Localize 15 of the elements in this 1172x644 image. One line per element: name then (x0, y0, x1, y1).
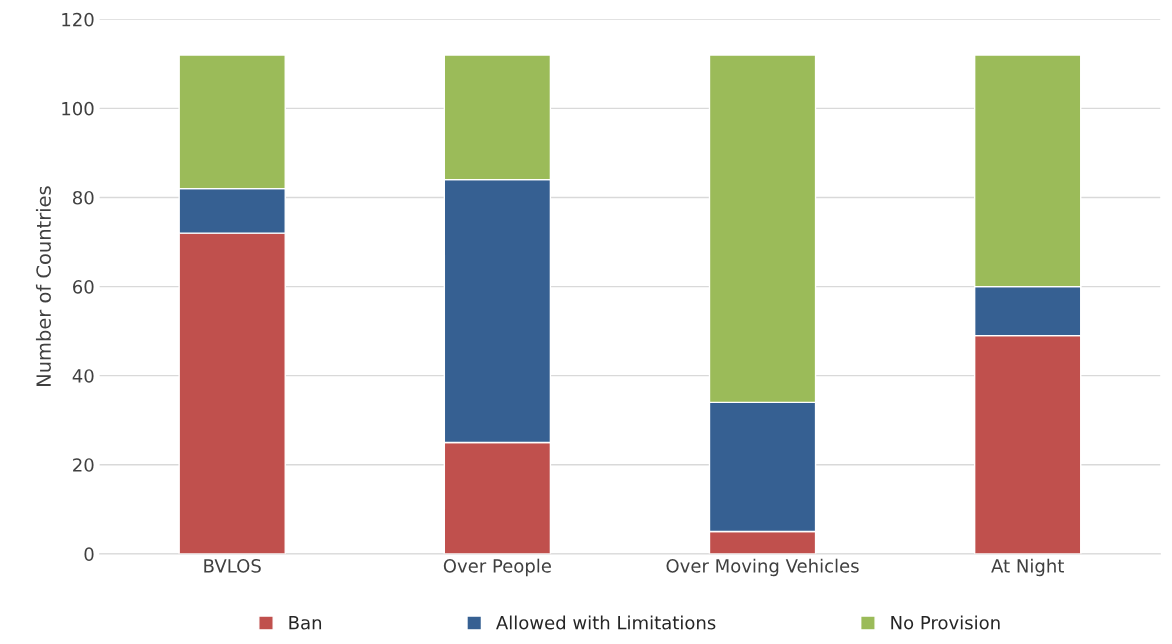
x-tick-label: BVLOS (204, 559, 261, 573)
legend-label: Ban (289, 616, 322, 630)
y-tick-label: 40 (72, 369, 94, 383)
y-tick-label: 100 (62, 101, 94, 116)
x-tick-label: Over People (443, 558, 551, 577)
y-tick-label: 60 (73, 280, 94, 294)
x-tick-label: At Night (991, 558, 1064, 577)
legend-label: Allowed with Limitations (496, 615, 716, 630)
y-tick-label: 20 (73, 458, 94, 472)
y-tick-label: 120 (62, 12, 94, 27)
x-tick-label: Over Moving Vehicles (666, 558, 859, 577)
y-axis-title: Number of Countries (35, 186, 51, 386)
y-tick-label: 0 (84, 547, 94, 561)
y-tick-label: 80 (73, 190, 94, 205)
legend-label: No Provision (891, 615, 1000, 630)
